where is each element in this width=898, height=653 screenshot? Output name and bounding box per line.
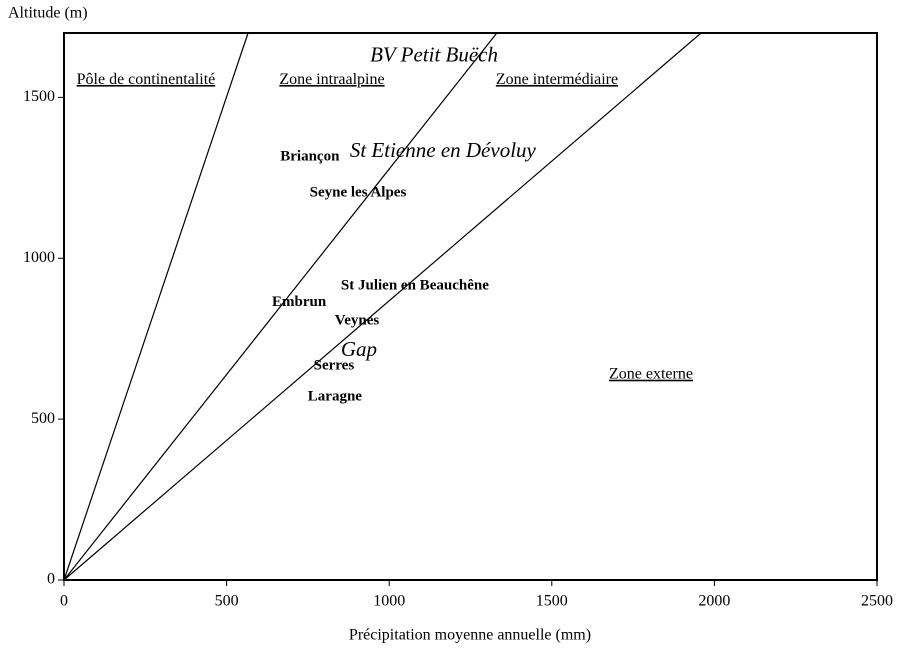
zone-label: Zone intermédiaire: [496, 71, 618, 88]
basin-label: Gap: [341, 337, 377, 361]
x-tick-label: 2000: [698, 593, 730, 610]
x-tick-label: 500: [215, 593, 239, 610]
zone-line: [63, 32, 702, 581]
zone-label: Pôle de continentalité: [77, 71, 216, 88]
zone-line: [63, 32, 498, 581]
plot-frame: [63, 32, 878, 581]
station-label: Briançon: [280, 149, 340, 165]
zone-line: [63, 32, 249, 581]
station-label: Seyne les Alpes: [310, 185, 407, 201]
station-label: St Julien en Beauchêne: [341, 278, 489, 294]
station-label: Serres: [314, 357, 355, 373]
x-tick-label: 1000: [373, 593, 405, 610]
zone-label: Zone intraalpine: [279, 71, 384, 88]
x-tick-label: 0: [60, 593, 68, 610]
x-axis-label: Précipitation moyenne annuelle (mm): [349, 627, 591, 644]
zone-label: Zone externe: [609, 366, 693, 383]
station-label: Veynes: [335, 313, 380, 329]
x-tick-label: 1500: [536, 593, 568, 610]
station-label: Embrun: [272, 294, 327, 310]
basin-label: BV Petit Buëch: [370, 42, 498, 66]
y-axis-label: Altitude (m): [8, 5, 88, 22]
y-tick-label: 500: [31, 410, 55, 427]
y-tick-label: 1500: [23, 88, 55, 105]
basin-label: St Etienne en Dévoluy: [350, 138, 537, 162]
y-tick-label: 0: [47, 571, 55, 588]
x-tick-label: 2500: [861, 593, 893, 610]
y-tick-label: 1000: [23, 249, 55, 266]
station-label: Laragne: [308, 389, 363, 405]
